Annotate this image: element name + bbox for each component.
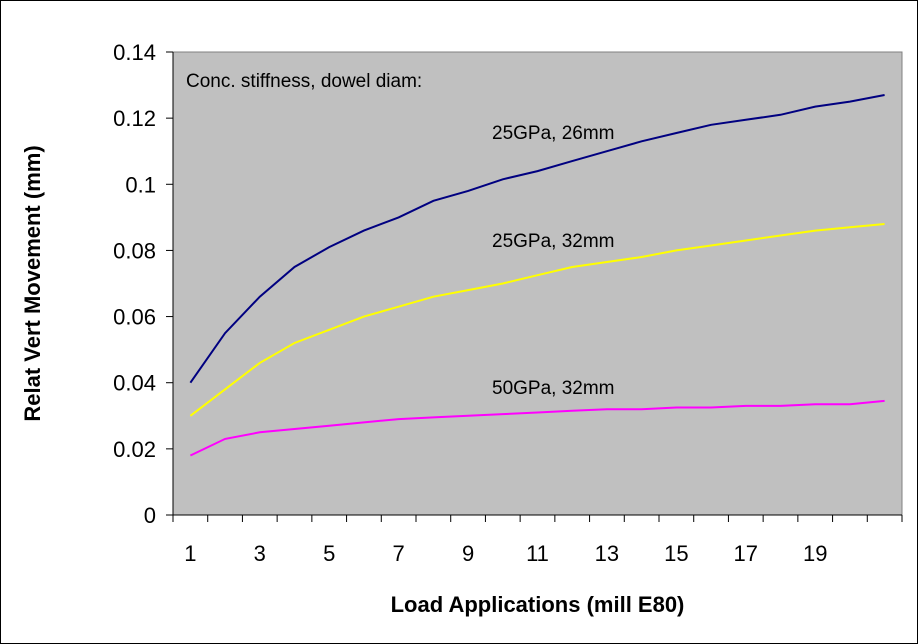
x-tick-labels: 1 3 5 7 9 11 13 15 17 19 bbox=[184, 541, 827, 566]
y-tick-label: 0.08 bbox=[113, 238, 156, 263]
x-tick-label: 3 bbox=[254, 541, 266, 566]
x-axis-title: Load Applications (mill E80) bbox=[391, 592, 685, 617]
x-tick-label: 1 bbox=[184, 541, 196, 566]
y-tick-labels: 0 0.02 0.04 0.06 0.08 0.1 0.12 0.14 bbox=[113, 40, 156, 528]
y-axis-title: Relat Vert Movement (mm) bbox=[20, 145, 45, 421]
series-label: 50GPa, 32mm bbox=[492, 378, 615, 399]
y-tick-label: 0.14 bbox=[113, 40, 156, 65]
axes bbox=[166, 51, 903, 522]
series-line-50gpa-32mm bbox=[189, 399, 885, 457]
x-tick-label: 9 bbox=[462, 541, 474, 566]
y-tick-label: 0.1 bbox=[125, 172, 156, 197]
x-tick-label: 19 bbox=[803, 541, 827, 566]
y-tick-label: 0.04 bbox=[113, 371, 156, 396]
x-tick-label: 11 bbox=[526, 541, 549, 566]
y-tick-label: 0 bbox=[144, 503, 156, 528]
plot-area bbox=[172, 51, 903, 516]
series-labels: 25GPa, 26mm 25GPa, 32mm 50GPa, 32mm bbox=[492, 123, 615, 399]
x-tick-label: 7 bbox=[393, 541, 405, 566]
y-tick-label: 0.02 bbox=[113, 437, 156, 462]
annotation-header: Conc. stiffness, dowel diam: bbox=[186, 71, 422, 92]
x-tick-label: 5 bbox=[323, 541, 335, 566]
series-line-25gpa-26mm bbox=[189, 94, 885, 384]
series-label: 25GPa, 26mm bbox=[492, 123, 615, 144]
x-tick-label: 17 bbox=[734, 541, 758, 566]
series-line-25gpa-32mm bbox=[189, 223, 885, 417]
x-tick-label: 13 bbox=[595, 541, 619, 566]
series-lines bbox=[189, 94, 885, 457]
series-label: 25GPa, 32mm bbox=[492, 231, 615, 252]
y-tick-label: 0.12 bbox=[113, 106, 156, 131]
x-tick-label: 15 bbox=[664, 541, 688, 566]
y-tick-label: 0.06 bbox=[113, 305, 156, 330]
